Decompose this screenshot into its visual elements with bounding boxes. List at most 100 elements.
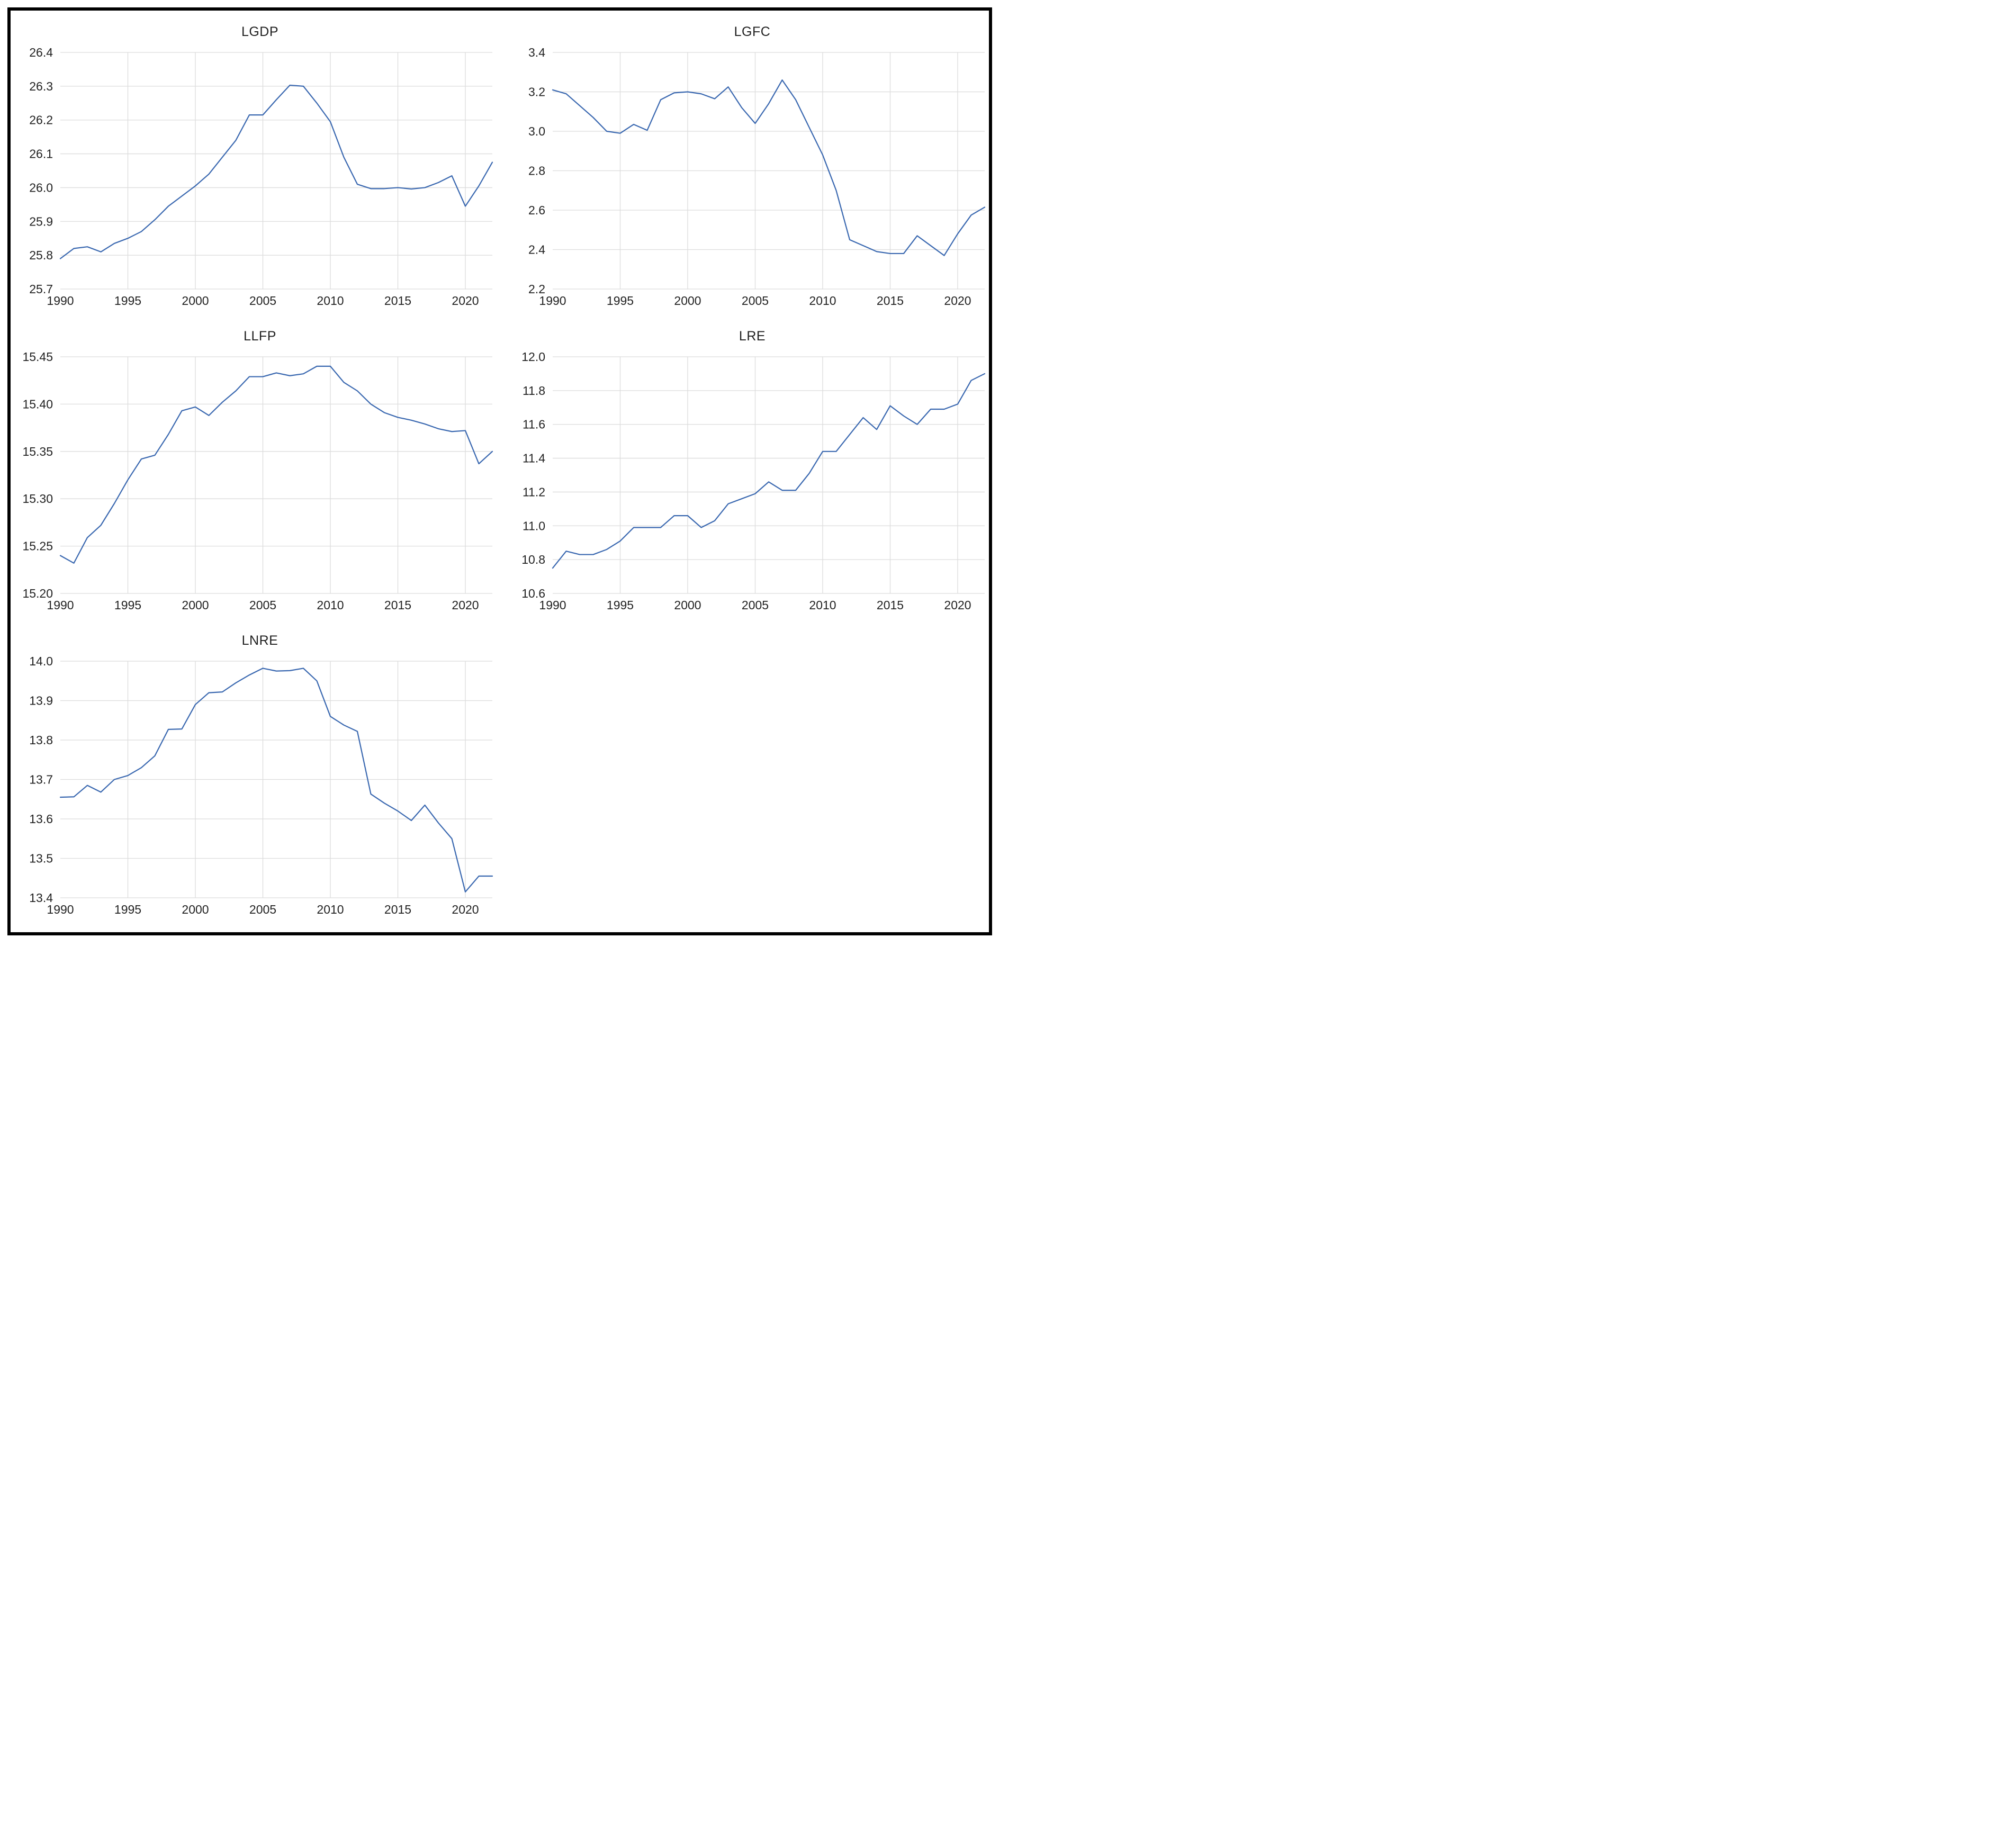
y-tick-label: 11.0 [523, 519, 545, 533]
y-tick-label: 13.8 [29, 733, 53, 747]
y-tick-label: 11.6 [523, 418, 545, 431]
x-tick-label: 2000 [674, 598, 701, 612]
series-line-lgdp [59, 84, 493, 259]
x-tick-label: 2000 [182, 598, 209, 612]
x-tick-label: 2010 [809, 598, 836, 612]
x-tick-label: 2015 [877, 294, 904, 308]
y-tick-label: 26.1 [29, 147, 53, 161]
x-tick-label: 2015 [877, 598, 904, 612]
y-tick-label: 13.5 [29, 852, 53, 866]
y-tick-label: 2.4 [528, 243, 545, 257]
panel-lgdp-plot: 26.4 26.3 26.2 26.1 26.0 25.9 25.8 25.7 1990 1995… [14, 45, 506, 312]
panel-lnre-title: LNRE [241, 633, 278, 648]
y-tick-label: 13.7 [29, 773, 53, 787]
x-tick-label: 1990 [539, 294, 566, 308]
x-tick-label: 1990 [47, 294, 74, 308]
y-tick-label: 11.8 [523, 384, 545, 398]
y-tick-label: 14.0 [29, 654, 53, 668]
panel-lre-title: LRE [739, 329, 766, 344]
y-tick-label: 3.4 [528, 46, 545, 59]
chart-grid: LGDP 26.4 26.3 26.2 26.1 26.0 25.9 25.8 25.7 199… [14, 16, 986, 929]
x-tick-label: 2005 [249, 598, 276, 612]
x-tick-label: 2005 [742, 294, 769, 308]
x-tick-label: 1990 [47, 598, 74, 612]
x-tick-label: 2015 [384, 294, 411, 308]
panel-llfp-title: LLFP [244, 329, 276, 344]
y-tick-label: 25.7 [29, 282, 53, 296]
y-tick-label: 13.4 [29, 891, 53, 905]
panel-lre: LRE 12.0 11.8 11.6 11.4 11.2 11.0 10.8 10.6 1990… [506, 320, 998, 625]
panel-lgfc-title: LGFC [734, 24, 771, 39]
x-tick-label: 2010 [317, 598, 344, 612]
y-tick-label: 3.0 [528, 124, 545, 138]
series-line-lnre [59, 668, 493, 893]
x-tick-label: 1995 [607, 598, 634, 612]
y-tick-label: 2.2 [528, 282, 545, 296]
y-tick-label: 25.9 [29, 214, 53, 228]
x-tick-label: 2015 [384, 903, 411, 916]
y-tick-label: 3.2 [528, 85, 545, 99]
panel-llfp: LLFP 15.45 15.40 15.35 15.30 15.25 15.20 1990 1… [14, 320, 506, 625]
y-tick-label: 15.45 [22, 350, 53, 364]
x-tick-label: 1990 [47, 903, 74, 916]
panel-lgdp-title: LGDP [241, 24, 279, 39]
series-line-lgfc [552, 79, 986, 256]
x-tick-label: 2020 [452, 903, 479, 916]
x-tick-label: 2010 [317, 294, 344, 308]
x-tick-label: 1990 [539, 598, 566, 612]
x-tick-label: 2005 [742, 598, 769, 612]
x-tick-label: 2015 [384, 598, 411, 612]
page: LGDP 26.4 26.3 26.2 26.1 26.0 25.9 25.8 25.7 199… [0, 0, 1000, 943]
x-tick-label: 1995 [114, 598, 141, 612]
y-tick-label: 26.2 [29, 113, 53, 127]
panel-lre-plot: 12.0 11.8 11.6 11.4 11.2 11.0 10.8 10.6 1990 1995… [506, 349, 998, 617]
y-tick-label: 12.0 [521, 350, 545, 364]
series-line-lre [552, 373, 986, 569]
y-tick-label: 13.9 [29, 694, 53, 708]
panel-lnre-plot: 14.0 13.9 13.8 13.7 13.6 13.5 13.4 1990 1995 2000… [14, 654, 506, 921]
x-tick-label: 2000 [182, 903, 209, 916]
y-tick-label: 15.35 [22, 445, 53, 458]
x-tick-label: 2010 [809, 294, 836, 308]
x-tick-label: 2020 [452, 598, 479, 612]
panel-llfp-plot: 15.45 15.40 15.35 15.30 15.25 15.20 1990 1995 20… [14, 349, 506, 617]
y-tick-label: 15.25 [22, 539, 53, 553]
x-tick-label: 2005 [249, 903, 276, 916]
x-tick-label: 1995 [114, 903, 141, 916]
y-tick-label: 2.6 [528, 203, 545, 217]
x-tick-label: 2005 [249, 294, 276, 308]
y-tick-label: 26.4 [29, 46, 53, 59]
y-tick-label: 11.4 [523, 452, 545, 465]
y-tick-label: 25.8 [29, 248, 53, 262]
panel-lgdp: LGDP 26.4 26.3 26.2 26.1 26.0 25.9 25.8 25.7 199… [14, 16, 506, 320]
y-tick-label: 2.8 [528, 164, 545, 178]
y-tick-label: 13.6 [29, 812, 53, 826]
y-tick-label: 10.8 [521, 553, 545, 566]
x-tick-label: 2010 [317, 903, 344, 916]
x-tick-label: 1995 [607, 294, 634, 308]
y-tick-label: 26.0 [29, 181, 53, 194]
x-tick-label: 2020 [944, 598, 971, 612]
y-tick-label: 15.40 [22, 397, 53, 411]
y-tick-label: 26.3 [29, 79, 53, 93]
panel-lgfc: LGFC 3.4 3.2 3.0 2.8 2.6 2.4 2.2 1990 1995 2000 20… [506, 16, 998, 320]
x-tick-label: 2020 [452, 294, 479, 308]
y-tick-label: 10.6 [521, 587, 545, 600]
x-tick-label: 2000 [182, 294, 209, 308]
panel-lgfc-plot: 3.4 3.2 3.0 2.8 2.6 2.4 2.2 1990 1995 2000 2005 201… [506, 45, 998, 312]
series-line-llfp [59, 365, 493, 564]
y-tick-label: 15.30 [22, 492, 53, 506]
empty-grid-cell [506, 625, 998, 929]
x-tick-label: 1995 [114, 294, 141, 308]
chart-frame: LGDP 26.4 26.3 26.2 26.1 26.0 25.9 25.8 25.7 199… [7, 7, 992, 935]
y-tick-label: 15.20 [22, 587, 53, 600]
y-tick-label: 11.2 [523, 485, 545, 499]
x-tick-label: 2000 [674, 294, 701, 308]
panel-lnre: LNRE 14.0 13.9 13.8 13.7 13.6 13.5 13.4 1990 199… [14, 625, 506, 929]
x-tick-label: 2020 [944, 294, 971, 308]
